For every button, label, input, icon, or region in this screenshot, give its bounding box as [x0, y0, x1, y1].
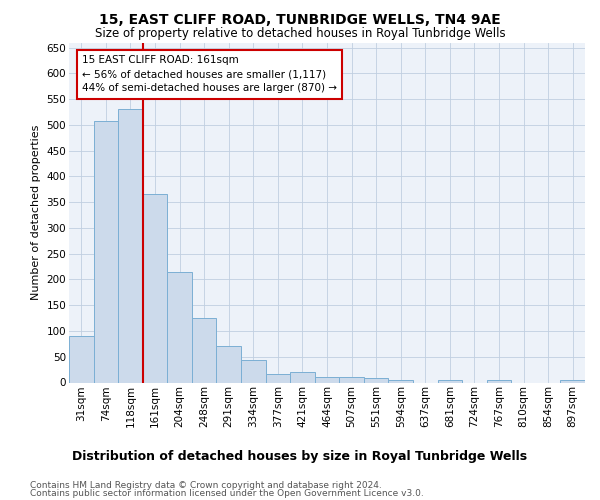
Text: 15 EAST CLIFF ROAD: 161sqm
← 56% of detached houses are smaller (1,117)
44% of s: 15 EAST CLIFF ROAD: 161sqm ← 56% of deta…: [82, 56, 337, 94]
Bar: [192, 318, 217, 382]
Bar: [560, 380, 585, 382]
Bar: [167, 272, 192, 382]
Bar: [290, 372, 315, 382]
Text: Contains HM Land Registry data © Crown copyright and database right 2024.: Contains HM Land Registry data © Crown c…: [30, 481, 382, 490]
Bar: [339, 377, 364, 382]
Bar: [315, 377, 339, 382]
Bar: [94, 122, 118, 382]
Bar: [241, 360, 266, 382]
Bar: [364, 378, 388, 382]
Text: Distribution of detached houses by size in Royal Tunbridge Wells: Distribution of detached houses by size …: [73, 450, 527, 463]
Y-axis label: Number of detached properties: Number of detached properties: [31, 125, 41, 300]
Bar: [388, 380, 413, 382]
Text: Size of property relative to detached houses in Royal Tunbridge Wells: Size of property relative to detached ho…: [95, 28, 505, 40]
Text: Contains public sector information licensed under the Open Government Licence v3: Contains public sector information licen…: [30, 489, 424, 498]
Bar: [266, 374, 290, 382]
Bar: [118, 110, 143, 382]
Bar: [437, 380, 462, 382]
Text: 15, EAST CLIFF ROAD, TUNBRIDGE WELLS, TN4 9AE: 15, EAST CLIFF ROAD, TUNBRIDGE WELLS, TN…: [99, 12, 501, 26]
Bar: [69, 336, 94, 382]
Bar: [487, 380, 511, 382]
Bar: [217, 346, 241, 382]
Bar: [143, 194, 167, 382]
